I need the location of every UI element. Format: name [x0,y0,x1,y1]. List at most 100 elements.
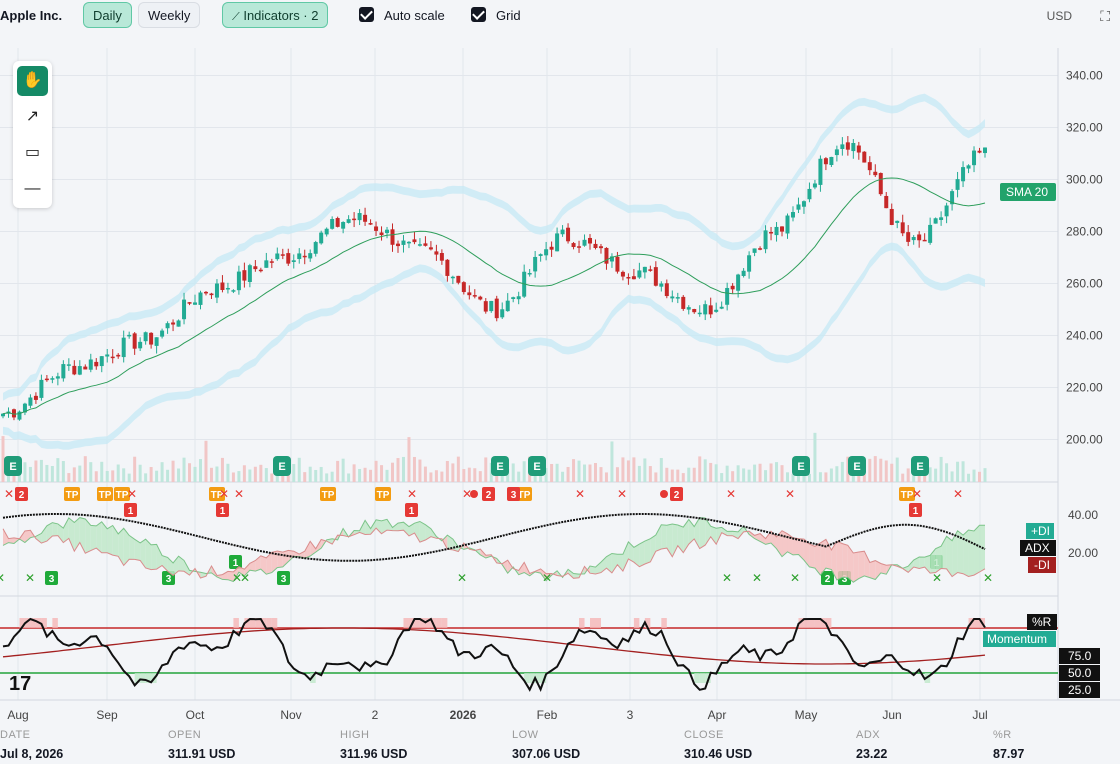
trendline-icon[interactable]: ↗ [25,108,40,125]
horizontal-line-icon[interactable]: — [24,180,41,197]
candle-body [17,411,22,420]
volume-bar [133,456,137,482]
candle-body [758,248,763,250]
candle-body [412,239,417,243]
volume-bar [391,462,395,482]
overbought-fill [441,618,448,628]
candle-body [209,293,214,296]
sell-count-badge-bg [216,503,229,517]
candle-body [807,188,812,200]
volume-bar [681,473,685,482]
candle-body [681,296,686,309]
hand-icon[interactable]: ✋ [17,66,48,96]
candle-body [132,333,137,349]
daily-button[interactable]: Daily [83,2,132,28]
candle-body [588,237,593,244]
di-fill [809,543,815,569]
volume-bar [484,457,488,482]
di-fill [408,523,415,536]
di-fill [425,524,431,541]
volume-bar [467,467,471,482]
candle-body [505,300,510,312]
candle-body [363,214,368,222]
drawing-toolbox: ✋ ↗ ▭ — [13,61,52,208]
minus-di-line [2,527,986,579]
di-fill [869,560,876,580]
candle-body [214,283,219,298]
di-fill [112,525,119,557]
di-fill [792,537,799,555]
autoscale-checkbox[interactable] [359,7,374,22]
fullscreen-icon[interactable]: ⛶ [1100,8,1110,24]
candle-body [472,295,477,297]
overbought-fill [820,618,826,628]
candle-body [50,378,55,380]
exit-marker: ✕ [219,487,229,501]
oversold-fill [535,673,541,683]
earnings-badge: E [278,461,285,473]
volume-bar [950,471,954,482]
entry-marker: ✕ [0,571,5,585]
candle-body [626,277,631,279]
volume-bar [917,472,921,482]
candle-body [154,337,159,346]
candle-body [379,232,384,236]
overbought-fill [798,618,804,628]
di-fill [123,528,130,566]
candle-body [928,224,933,243]
volume-bar [1,436,5,482]
r-footer-value: 87.97 [993,747,1025,761]
take-profit-badge-bg [64,487,80,501]
volume-bar [583,464,587,482]
candle-body [182,299,187,320]
volume-bar [401,456,405,482]
candle-body [105,354,110,357]
rectangle-icon[interactable]: ▭ [24,144,41,161]
volume-bar [209,467,213,482]
volume-bar [385,469,389,482]
candle-body [983,147,987,154]
candle-body [966,165,971,169]
volume-bar [659,458,663,482]
di-fill [606,553,612,573]
volume-bar [769,463,773,482]
volume-bar [248,469,252,482]
di-fill [803,539,810,567]
volume-bar [369,469,373,482]
candle-body [790,212,795,218]
di-fill [151,544,157,570]
di-fill [8,537,14,544]
price-tick-label: 200.00 [1066,433,1103,447]
weekly-button[interactable]: Weekly [138,2,201,28]
grid-checkbox[interactable] [471,7,486,22]
close-label: CLOSE [684,729,724,741]
volume-bar [242,465,246,482]
candle-body [434,251,439,255]
candle-body [856,145,861,153]
volume-bar [363,467,367,482]
volume-bar [193,466,197,482]
symbol-name: Apple Inc. [0,8,63,23]
candle-body [55,376,60,379]
di-fill [853,552,859,583]
candle-body [582,239,587,246]
di-fill [749,531,755,539]
exit-marker: ✕ [407,487,417,501]
candle-body [439,253,444,261]
di-fill [101,521,108,553]
indicators-button[interactable]: ⟋ Indicators · 2 [222,2,329,28]
volume-bar [341,458,345,482]
di-fill [666,524,673,557]
r-tag-bg [1027,614,1057,630]
top-toolbar: Apple Inc. Daily Weekly ⟋ Indicators · 2… [0,0,1120,34]
chart-canvas[interactable]: 340.00320.00300.00280.00260.00240.00220.… [0,0,1120,726]
sell-count-badge: 3 [511,490,517,501]
candle-body [368,223,373,225]
sma-tag: SMA 20 [1000,183,1056,201]
candle-body [313,242,318,254]
di-fill [63,517,69,543]
sell-count-badge: 1 [220,506,226,517]
di-fill [963,530,969,577]
volume-bar [967,473,971,482]
volume-bar [829,468,833,482]
